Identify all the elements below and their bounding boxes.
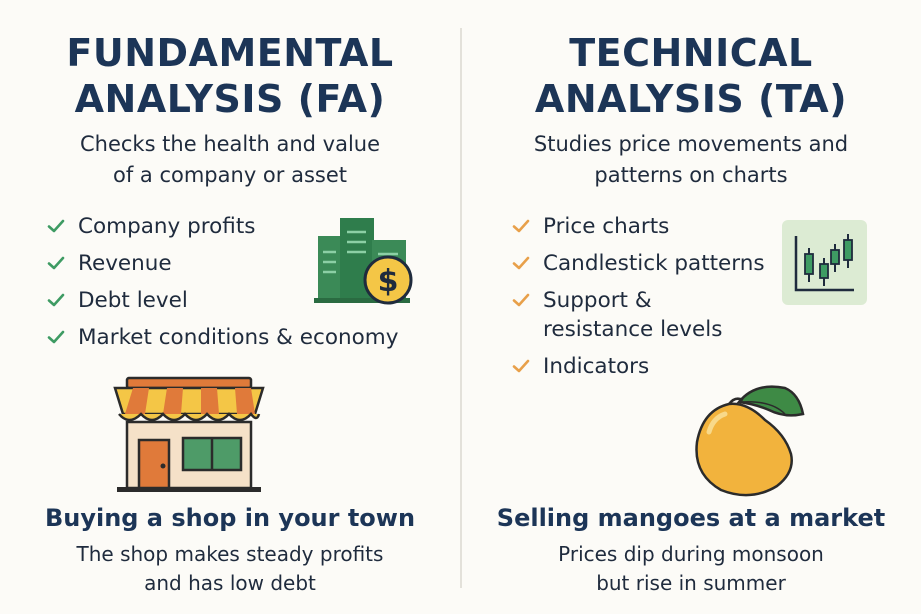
ta-item-label: Candlestick patterns [543, 251, 765, 276]
check-icon [47, 256, 65, 270]
ta-subtitle: Studies price movements and patterns on … [461, 129, 921, 191]
svg-text:$: $ [378, 264, 399, 299]
fa-item-label: Market conditions & economy [78, 325, 399, 350]
list-item: Debt level [44, 286, 398, 315]
fa-item-label: Debt level [78, 288, 188, 313]
list-item-continuation: resistance levels [509, 315, 765, 344]
ta-title-line1: TECHNICAL [569, 31, 813, 75]
fa-title-line1: FUNDAMENTAL [66, 31, 394, 75]
list-item: Revenue [44, 249, 398, 278]
fa-subtitle-line2: of a company or asset [113, 163, 347, 187]
candlestick-chart-icon [782, 220, 867, 305]
fa-example-line1: The shop makes steady profits [76, 542, 384, 566]
list-item: Price charts [509, 212, 765, 241]
fa-example-line2: and has low debt [144, 571, 316, 595]
ta-checklist: Price charts Candlestick patterns Suppor… [509, 212, 765, 389]
ta-item-label: Indicators [543, 354, 650, 379]
list-item: Support & [509, 286, 765, 315]
technical-analysis-panel: TECHNICAL ANALYSIS (TA) Studies price mo… [461, 0, 921, 614]
check-icon [512, 256, 530, 270]
fa-example-text: The shop makes steady profits and has lo… [0, 540, 460, 598]
ta-example-line1: Prices dip during monsoon [558, 542, 824, 566]
fa-example-title: Buying a shop in your town [44, 504, 416, 532]
fa-item-label: Company profits [78, 214, 256, 239]
shop-storefront-icon [113, 376, 265, 492]
fa-checklist: Company profits Revenue Debt level Marke… [44, 212, 398, 360]
fundamental-analysis-panel: FUNDAMENTAL ANALYSIS (FA) Checks the hea… [0, 0, 460, 614]
ta-example-line2: but rise in summer [596, 571, 786, 595]
list-item: Company profits [44, 212, 398, 241]
fa-subtitle: Checks the health and value of a company… [0, 129, 460, 191]
mango-icon [695, 385, 805, 497]
check-icon [47, 330, 65, 344]
ta-item-label: Support & [543, 288, 652, 313]
fa-item-label: Revenue [78, 251, 172, 276]
ta-subtitle-line2: patterns on charts [594, 163, 788, 187]
center-divider [460, 28, 462, 588]
ta-item-label: Price charts [543, 214, 670, 239]
check-icon [512, 359, 530, 373]
building-with-dollar-coin-icon: $ [314, 218, 413, 305]
check-icon [47, 219, 65, 233]
fa-title-line2: ANALYSIS (FA) [74, 77, 386, 121]
ta-example-title: Selling mangoes at a market [496, 504, 886, 532]
list-item: Market conditions & economy [44, 323, 398, 352]
ta-example-text: Prices dip during monsoon but rise in su… [461, 540, 921, 598]
ta-title-line2: ANALYSIS (TA) [534, 77, 848, 121]
list-item: Candlestick patterns [509, 249, 765, 278]
ta-subtitle-line1: Studies price movements and [533, 132, 849, 156]
fa-subtitle-line1: Checks the health and value [79, 132, 381, 156]
check-icon [512, 293, 530, 307]
ta-item-label: resistance levels [543, 317, 723, 342]
list-item: Indicators [509, 352, 765, 381]
check-icon [47, 293, 65, 307]
check-icon [512, 219, 530, 233]
